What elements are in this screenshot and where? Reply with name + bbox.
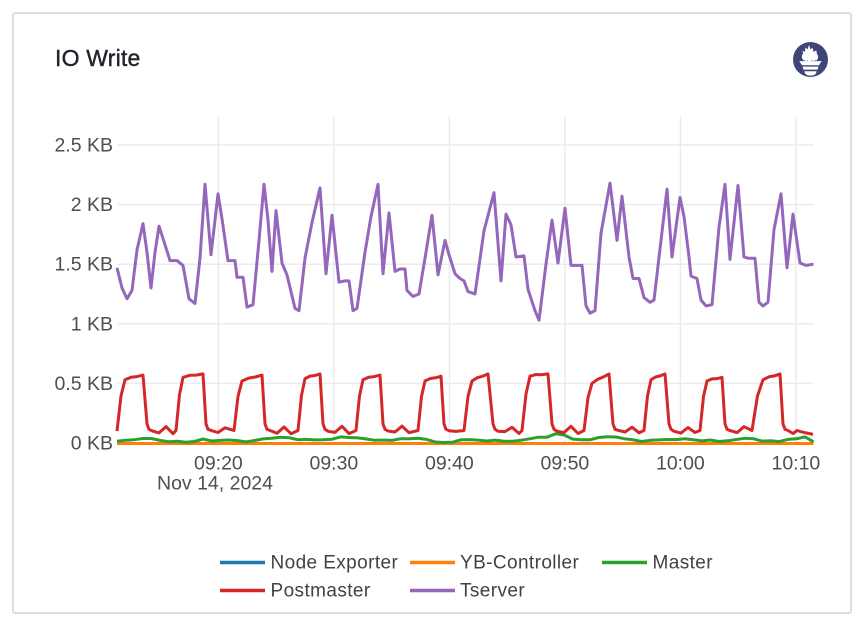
svg-text:0 KB: 0 KB	[71, 433, 113, 455]
svg-text:2.5 KB: 2.5 KB	[54, 135, 113, 157]
svg-text:Postmaster: Postmaster	[271, 581, 371, 602]
svg-text:10:10: 10:10	[771, 453, 820, 475]
svg-text:Master: Master	[653, 553, 714, 574]
svg-text:09:50: 09:50	[540, 453, 589, 475]
svg-text:YB-Controller: YB-Controller	[460, 553, 580, 574]
svg-text:Nov 14, 2024: Nov 14, 2024	[157, 473, 273, 495]
svg-text:09:30: 09:30	[309, 453, 358, 475]
svg-text:09:40: 09:40	[425, 453, 474, 475]
svg-text:Node Exporter: Node Exporter	[271, 553, 399, 574]
svg-text:1.5 KB: 1.5 KB	[54, 254, 113, 276]
svg-text:09:20: 09:20	[194, 453, 243, 475]
svg-text:1 KB: 1 KB	[71, 313, 113, 335]
svg-text:Tserver: Tserver	[460, 581, 525, 602]
svg-text:2 KB: 2 KB	[71, 194, 113, 216]
svg-text:10:00: 10:00	[656, 453, 705, 475]
svg-text:0.5 KB: 0.5 KB	[54, 373, 113, 395]
